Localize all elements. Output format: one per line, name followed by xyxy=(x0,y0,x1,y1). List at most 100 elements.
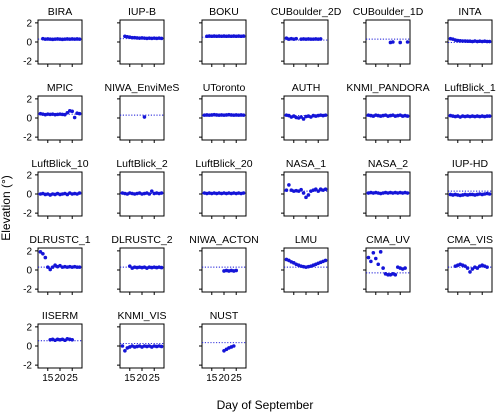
panel-title: MPIC xyxy=(47,82,74,94)
x-tick-label: 15 xyxy=(124,373,136,384)
panel-frame xyxy=(365,19,411,65)
panel-mpic: MPIC -2 0 2 xyxy=(23,82,83,144)
data-point xyxy=(127,264,132,268)
data-point xyxy=(294,36,299,41)
panel-title: IISERM xyxy=(42,310,78,322)
x-tick-label: 15 xyxy=(42,373,54,384)
data-point xyxy=(393,272,398,277)
data-point xyxy=(147,192,152,196)
panel-title: BOKU xyxy=(209,6,239,18)
panel-title: BIRA xyxy=(48,6,73,18)
data-point xyxy=(323,258,328,263)
data-point xyxy=(43,255,48,260)
data-point xyxy=(241,191,246,195)
panel-frame xyxy=(283,19,329,65)
panel-title: LuftBlick_10 xyxy=(31,158,88,170)
x-tick-label: 20 xyxy=(218,373,230,384)
panel-nust: NUST 15 20 25 xyxy=(199,310,247,384)
data-point xyxy=(77,191,82,195)
data-point xyxy=(72,115,77,120)
panel-title: KNMI_PANDORA xyxy=(346,82,429,94)
panel-luftblick-2: LuftBlick_2 xyxy=(116,158,168,219)
panel-nasa-1: NASA_1 xyxy=(281,158,329,219)
data-point xyxy=(41,251,45,256)
panel-title: NIWA_EnviMeS xyxy=(105,82,180,94)
panel-frame xyxy=(37,247,83,293)
x-tick-label: 15 xyxy=(206,373,218,384)
y-tick-label: -2 xyxy=(23,57,32,68)
panel-cuboulder-2d: CUBoulder_2D xyxy=(271,6,342,67)
panel-boku: BOKU xyxy=(199,6,247,67)
y-tick-label: 0 xyxy=(26,190,32,201)
panel-cma-vis: CMA_VIS xyxy=(445,234,493,295)
data-point xyxy=(77,265,82,269)
panel-inta: INTA xyxy=(445,6,493,67)
panel-title: DLRUSTC_1 xyxy=(29,234,90,246)
data-point xyxy=(231,344,236,348)
x-tick-label: 25 xyxy=(149,373,161,384)
panel-bira: BIRA -2 0 2 xyxy=(23,6,83,68)
x-tick-label: 25 xyxy=(231,373,243,384)
y-tick-label: -2 xyxy=(23,361,32,372)
panel-title: CUBoulder_2D xyxy=(271,6,342,18)
panel-dlrustc-2: DLRUSTC_2 xyxy=(111,234,173,295)
data-point xyxy=(398,40,403,45)
data-point xyxy=(299,115,303,119)
data-point xyxy=(149,189,154,193)
y-tick-label: -2 xyxy=(23,285,32,296)
panel-title: CMA_UV xyxy=(366,234,410,246)
panel-utoronto: UToronto xyxy=(199,82,247,143)
panel-auth: AUTH xyxy=(281,82,329,143)
data-point xyxy=(301,191,306,195)
panel-frame xyxy=(201,19,247,65)
data-point xyxy=(405,40,410,44)
data-point xyxy=(50,265,55,269)
panel-frame xyxy=(119,95,165,141)
panel-lmu: LMU xyxy=(281,234,329,295)
panel-title: NIWA_ACTON xyxy=(189,234,258,246)
data-point xyxy=(313,187,318,192)
panel-knmi-vis: KNMI_VIS 15 20 25 xyxy=(117,310,167,384)
panel-title: LuftBlick_2 xyxy=(116,158,168,170)
panel-frame xyxy=(37,323,83,369)
panel-nasa-2: NASA_2 xyxy=(363,158,411,219)
panel-title: DLRUSTC_2 xyxy=(111,234,172,246)
data-point xyxy=(48,267,53,272)
y-tick-label: 0 xyxy=(26,38,32,49)
data-point xyxy=(159,191,164,195)
data-point xyxy=(487,114,492,118)
data-point xyxy=(77,111,82,116)
data-point xyxy=(241,34,246,38)
data-point xyxy=(468,270,472,274)
y-tick-label: 0 xyxy=(26,266,32,277)
panel-frame xyxy=(201,323,247,369)
data-point xyxy=(403,266,407,270)
panel-frame xyxy=(201,95,247,141)
data-point xyxy=(369,259,373,264)
panel-iup-hd: IUP-HD xyxy=(445,158,493,219)
panel-title: NUST xyxy=(210,310,239,322)
panel-frame xyxy=(447,247,493,293)
panel-luftblick-1: LuftBlick_1 xyxy=(444,82,496,143)
data-point xyxy=(371,250,376,255)
data-point xyxy=(475,266,480,270)
data-point xyxy=(487,39,492,44)
x-tick-label: 20 xyxy=(54,373,66,384)
panel-title: LuftBlick_1 xyxy=(444,82,496,94)
panel-title: NASA_2 xyxy=(368,158,408,170)
panel-title: AUTH xyxy=(292,82,321,94)
data-point xyxy=(301,117,306,121)
panel-cuboulder-1d: CUBoulder_1D xyxy=(353,6,424,67)
x-axis-label: Day of September xyxy=(217,398,314,412)
panels-layer: BIRA -2 0 2 IUP-B BOKU CUBoulder_2D CUBoulder_1… xyxy=(23,6,496,384)
data-point xyxy=(391,40,395,44)
data-point xyxy=(159,265,164,270)
data-point xyxy=(378,250,383,254)
data-point xyxy=(142,115,147,119)
data-point xyxy=(120,344,125,348)
data-point xyxy=(45,265,50,269)
data-point xyxy=(405,191,410,195)
panel-title: CUBoulder_1D xyxy=(353,6,424,18)
panel-title: CMA_VIS xyxy=(447,234,493,246)
x-tick-label: 20 xyxy=(136,373,148,384)
